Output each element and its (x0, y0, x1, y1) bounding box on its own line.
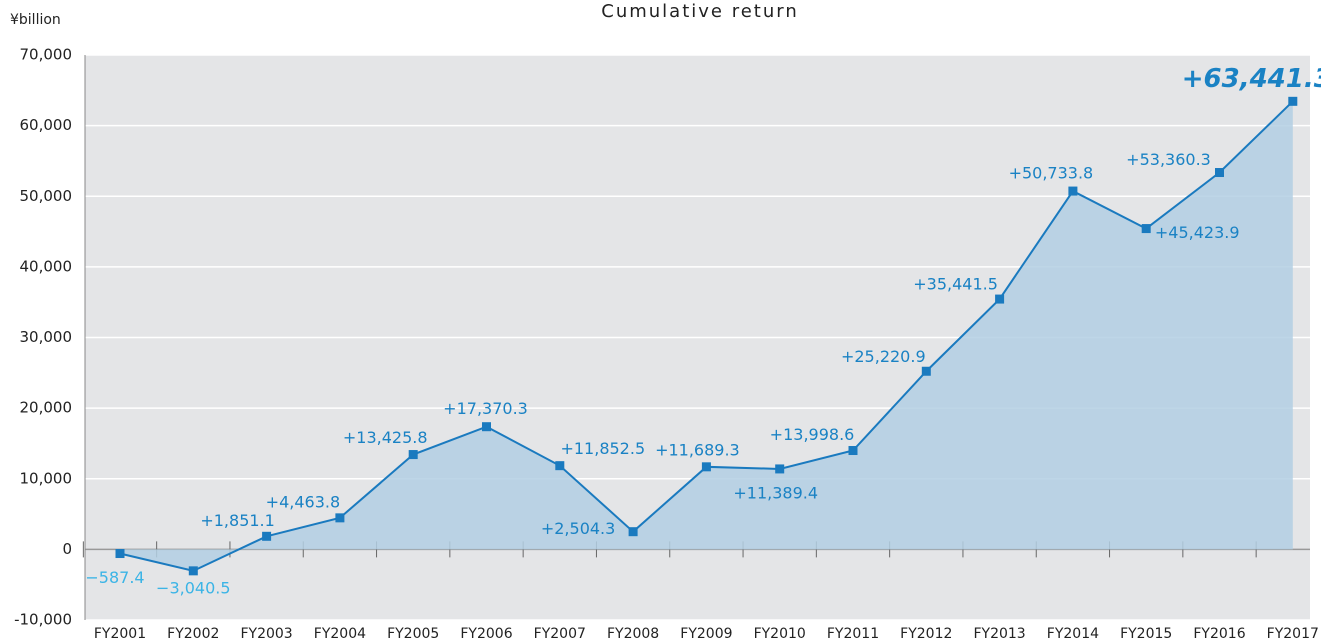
value-label: +35,441.5 (913, 275, 998, 294)
value-label: +4,463.8 (266, 492, 340, 511)
value-label: +17,370.3 (443, 399, 528, 418)
marker (775, 464, 785, 474)
y-axis-label: ¥billion (10, 12, 61, 28)
x-tick-label: FY2016 (1193, 626, 1245, 642)
marker (555, 461, 565, 471)
x-tick-label: FY2012 (900, 626, 952, 642)
value-label: +53,360.3 (1126, 150, 1211, 169)
value-label: +11,689.3 (655, 440, 740, 459)
y-tick-label: 30,000 (20, 328, 73, 346)
value-label: +11,852.5 (560, 439, 645, 458)
marker (115, 549, 125, 559)
y-tick-label: 10,000 (20, 469, 73, 487)
value-label: +13,998.6 (770, 425, 855, 444)
marker (335, 513, 345, 523)
marker (628, 527, 638, 537)
x-tick-label: FY2013 (973, 626, 1025, 642)
marker (408, 450, 418, 460)
marker (1141, 224, 1151, 234)
chart-title: Cumulative return (601, 1, 799, 22)
x-tick-label: FY2001 (94, 626, 146, 642)
marker (1068, 186, 1078, 196)
area (120, 101, 1293, 571)
y-tick-label: 60,000 (20, 116, 73, 134)
x-tick-label: FY2015 (1120, 626, 1172, 642)
marker (701, 462, 711, 472)
value-label: +2,504.3 (541, 519, 615, 538)
marker (482, 422, 491, 432)
x-tick-label: FY2017 (1267, 626, 1319, 642)
marker (262, 531, 272, 541)
y-tick-label: 20,000 (20, 399, 73, 417)
marker (1215, 168, 1224, 178)
y-tick-label: -10,000 (14, 611, 72, 629)
x-tick-label: FY2003 (240, 626, 292, 642)
value-label: −587.4 (85, 568, 144, 587)
marker (921, 366, 931, 376)
value-label: +11,389.4 (733, 483, 818, 502)
value-label: +45,423.9 (1155, 223, 1240, 242)
marker (995, 294, 1005, 304)
x-tick-label: FY2002 (167, 626, 219, 642)
value-label: +50,733.8 (1009, 164, 1094, 183)
x-tick-label: FY2014 (1047, 626, 1099, 642)
value-label: +25,220.9 (841, 347, 926, 366)
x-tick-label: FY2009 (680, 626, 732, 642)
y-tick-label: 0 (62, 540, 72, 558)
value-label: +63,441.3 (1182, 64, 1321, 94)
x-tick-label: FY2011 (827, 626, 879, 642)
x-tick-label: FY2008 (607, 626, 659, 642)
marker (188, 566, 198, 576)
x-tick-label: FY2005 (387, 626, 439, 642)
y-tick-label: 70,000 (20, 46, 73, 64)
marker (848, 446, 858, 456)
value-label: +1,851.1 (200, 511, 274, 530)
y-tick-label: 40,000 (20, 257, 73, 275)
value-label: −3,040.5 (156, 578, 230, 597)
value-label: +13,425.8 (343, 428, 428, 447)
y-tick-label: 50,000 (20, 187, 73, 205)
x-tick-label: FY2010 (754, 626, 806, 642)
x-tick-label: FY2006 (460, 626, 512, 642)
x-tick-label: FY2007 (534, 626, 586, 642)
marker (1288, 96, 1298, 106)
x-tick-label: FY2004 (314, 626, 366, 642)
